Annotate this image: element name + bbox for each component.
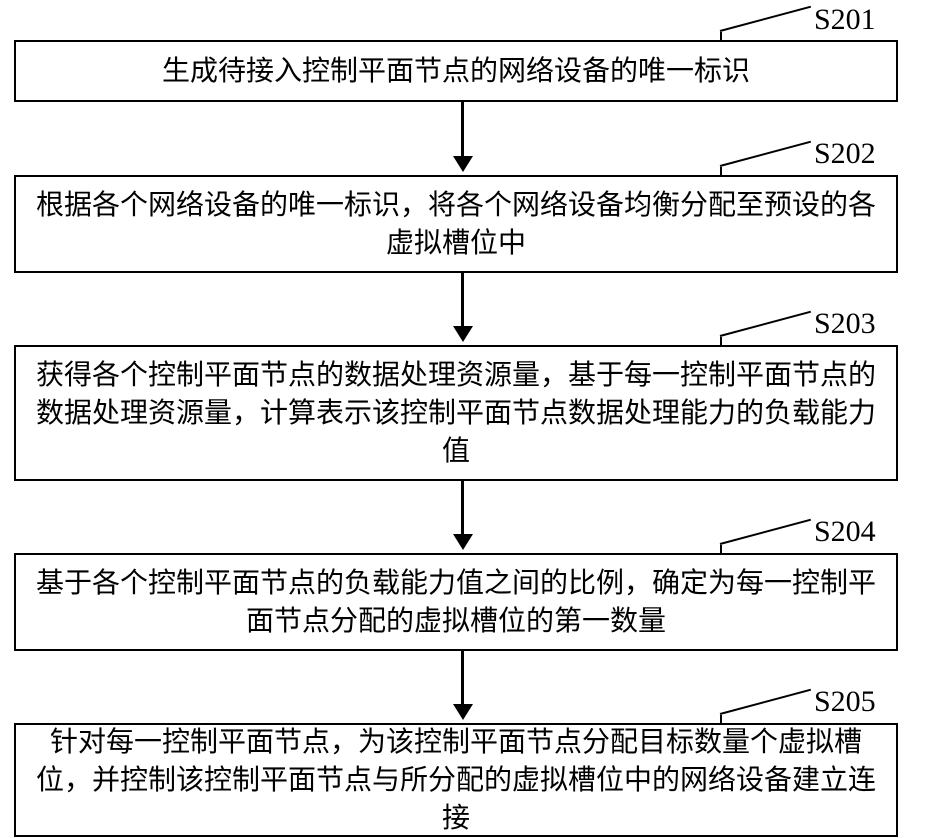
leader-tick: [720, 337, 722, 345]
arrow-head-icon: [453, 326, 473, 342]
flowchart-step-text: 生成待接入控制平面节点的网络设备的唯一标识: [162, 52, 750, 90]
arrow-line: [461, 102, 464, 157]
leader-tick: [720, 32, 722, 40]
flowchart-step-text: 根据各个网络设备的唯一标识，将各个网络设备均衡分配至预设的各虚拟槽位中: [36, 186, 876, 262]
leader-tick: [720, 545, 722, 553]
arrow-head-icon: [453, 704, 473, 720]
flowchart-arrow: [453, 481, 473, 550]
leader-tick: [720, 715, 722, 723]
flowchart-arrow: [453, 651, 473, 720]
flowchart-step-box: 根据各个网络设备的唯一标识，将各个网络设备均衡分配至预设的各虚拟槽位中: [14, 175, 898, 273]
flowchart-step-text: 针对每一控制平面节点，为该控制平面节点分配目标数量个虚拟槽位，并控制该控制平面节…: [36, 723, 876, 836]
flowchart-arrow: [453, 273, 473, 342]
flowchart-step-box: 针对每一控制平面节点，为该控制平面节点分配目标数量个虚拟槽位，并控制该控制平面节…: [14, 723, 898, 837]
flowchart-step-label: S202: [814, 137, 876, 171]
leader-line: [720, 6, 811, 32]
leader-line: [720, 311, 811, 337]
flowchart-step-text: 基于各个控制平面节点的负载能力值之间的比例，确定为每一控制平面节点分配的虚拟槽位…: [36, 564, 876, 640]
arrow-head-icon: [453, 156, 473, 172]
flowchart-step-label: S204: [814, 515, 876, 549]
flowchart-step-box: 生成待接入控制平面节点的网络设备的唯一标识: [14, 40, 898, 102]
flowchart-step-label: S201: [814, 3, 876, 37]
flowchart-step-label: S203: [814, 307, 876, 341]
arrow-line: [461, 481, 464, 535]
arrow-head-icon: [453, 534, 473, 550]
flowchart-arrow: [453, 102, 473, 172]
arrow-line: [461, 651, 464, 705]
leader-line: [720, 519, 811, 545]
arrow-line: [461, 273, 464, 327]
flowchart-step-box: 基于各个控制平面节点的负载能力值之间的比例，确定为每一控制平面节点分配的虚拟槽位…: [14, 553, 898, 651]
flowchart-container: 生成待接入控制平面节点的网络设备的唯一标识 S201 根据各个网络设备的唯一标识，将…: [0, 0, 925, 838]
leader-line: [720, 689, 811, 715]
leader-line: [720, 141, 811, 167]
flowchart-step-label: S205: [814, 685, 876, 719]
leader-tick: [720, 167, 722, 175]
flowchart-step-box: 获得各个控制平面节点的数据处理资源量，基于每一控制平面节点的数据处理资源量，计算…: [14, 345, 898, 481]
flowchart-step-text: 获得各个控制平面节点的数据处理资源量，基于每一控制平面节点的数据处理资源量，计算…: [36, 356, 876, 469]
